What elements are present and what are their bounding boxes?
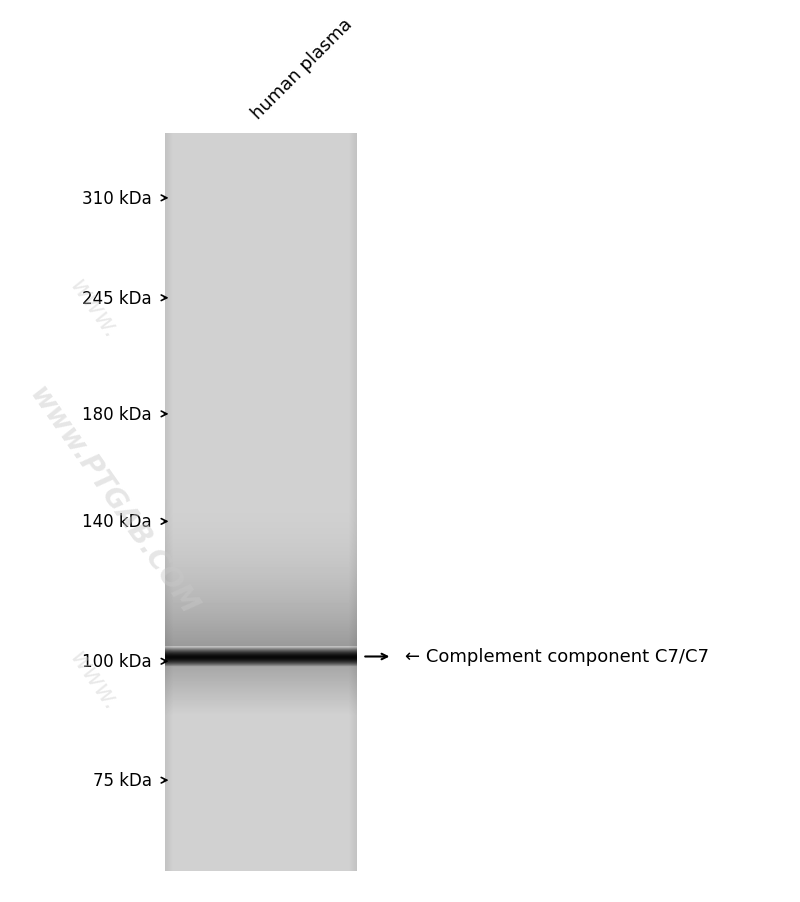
Text: 245 kDa: 245 kDa	[82, 290, 151, 308]
Text: human plasma: human plasma	[249, 15, 356, 123]
Text: 100 kDa: 100 kDa	[82, 652, 151, 670]
Text: www.PTGAB.COM: www.PTGAB.COM	[24, 381, 203, 620]
Text: 310 kDa: 310 kDa	[82, 189, 151, 207]
Text: 75 kDa: 75 kDa	[93, 771, 151, 789]
Text: www.: www.	[65, 275, 123, 345]
Bar	[166, 134, 358, 870]
Text: ← Complement component C7/C7: ← Complement component C7/C7	[405, 648, 709, 666]
Text: www.: www.	[65, 646, 123, 715]
Text: 180 kDa: 180 kDa	[82, 405, 151, 423]
Text: 140 kDa: 140 kDa	[82, 513, 151, 530]
